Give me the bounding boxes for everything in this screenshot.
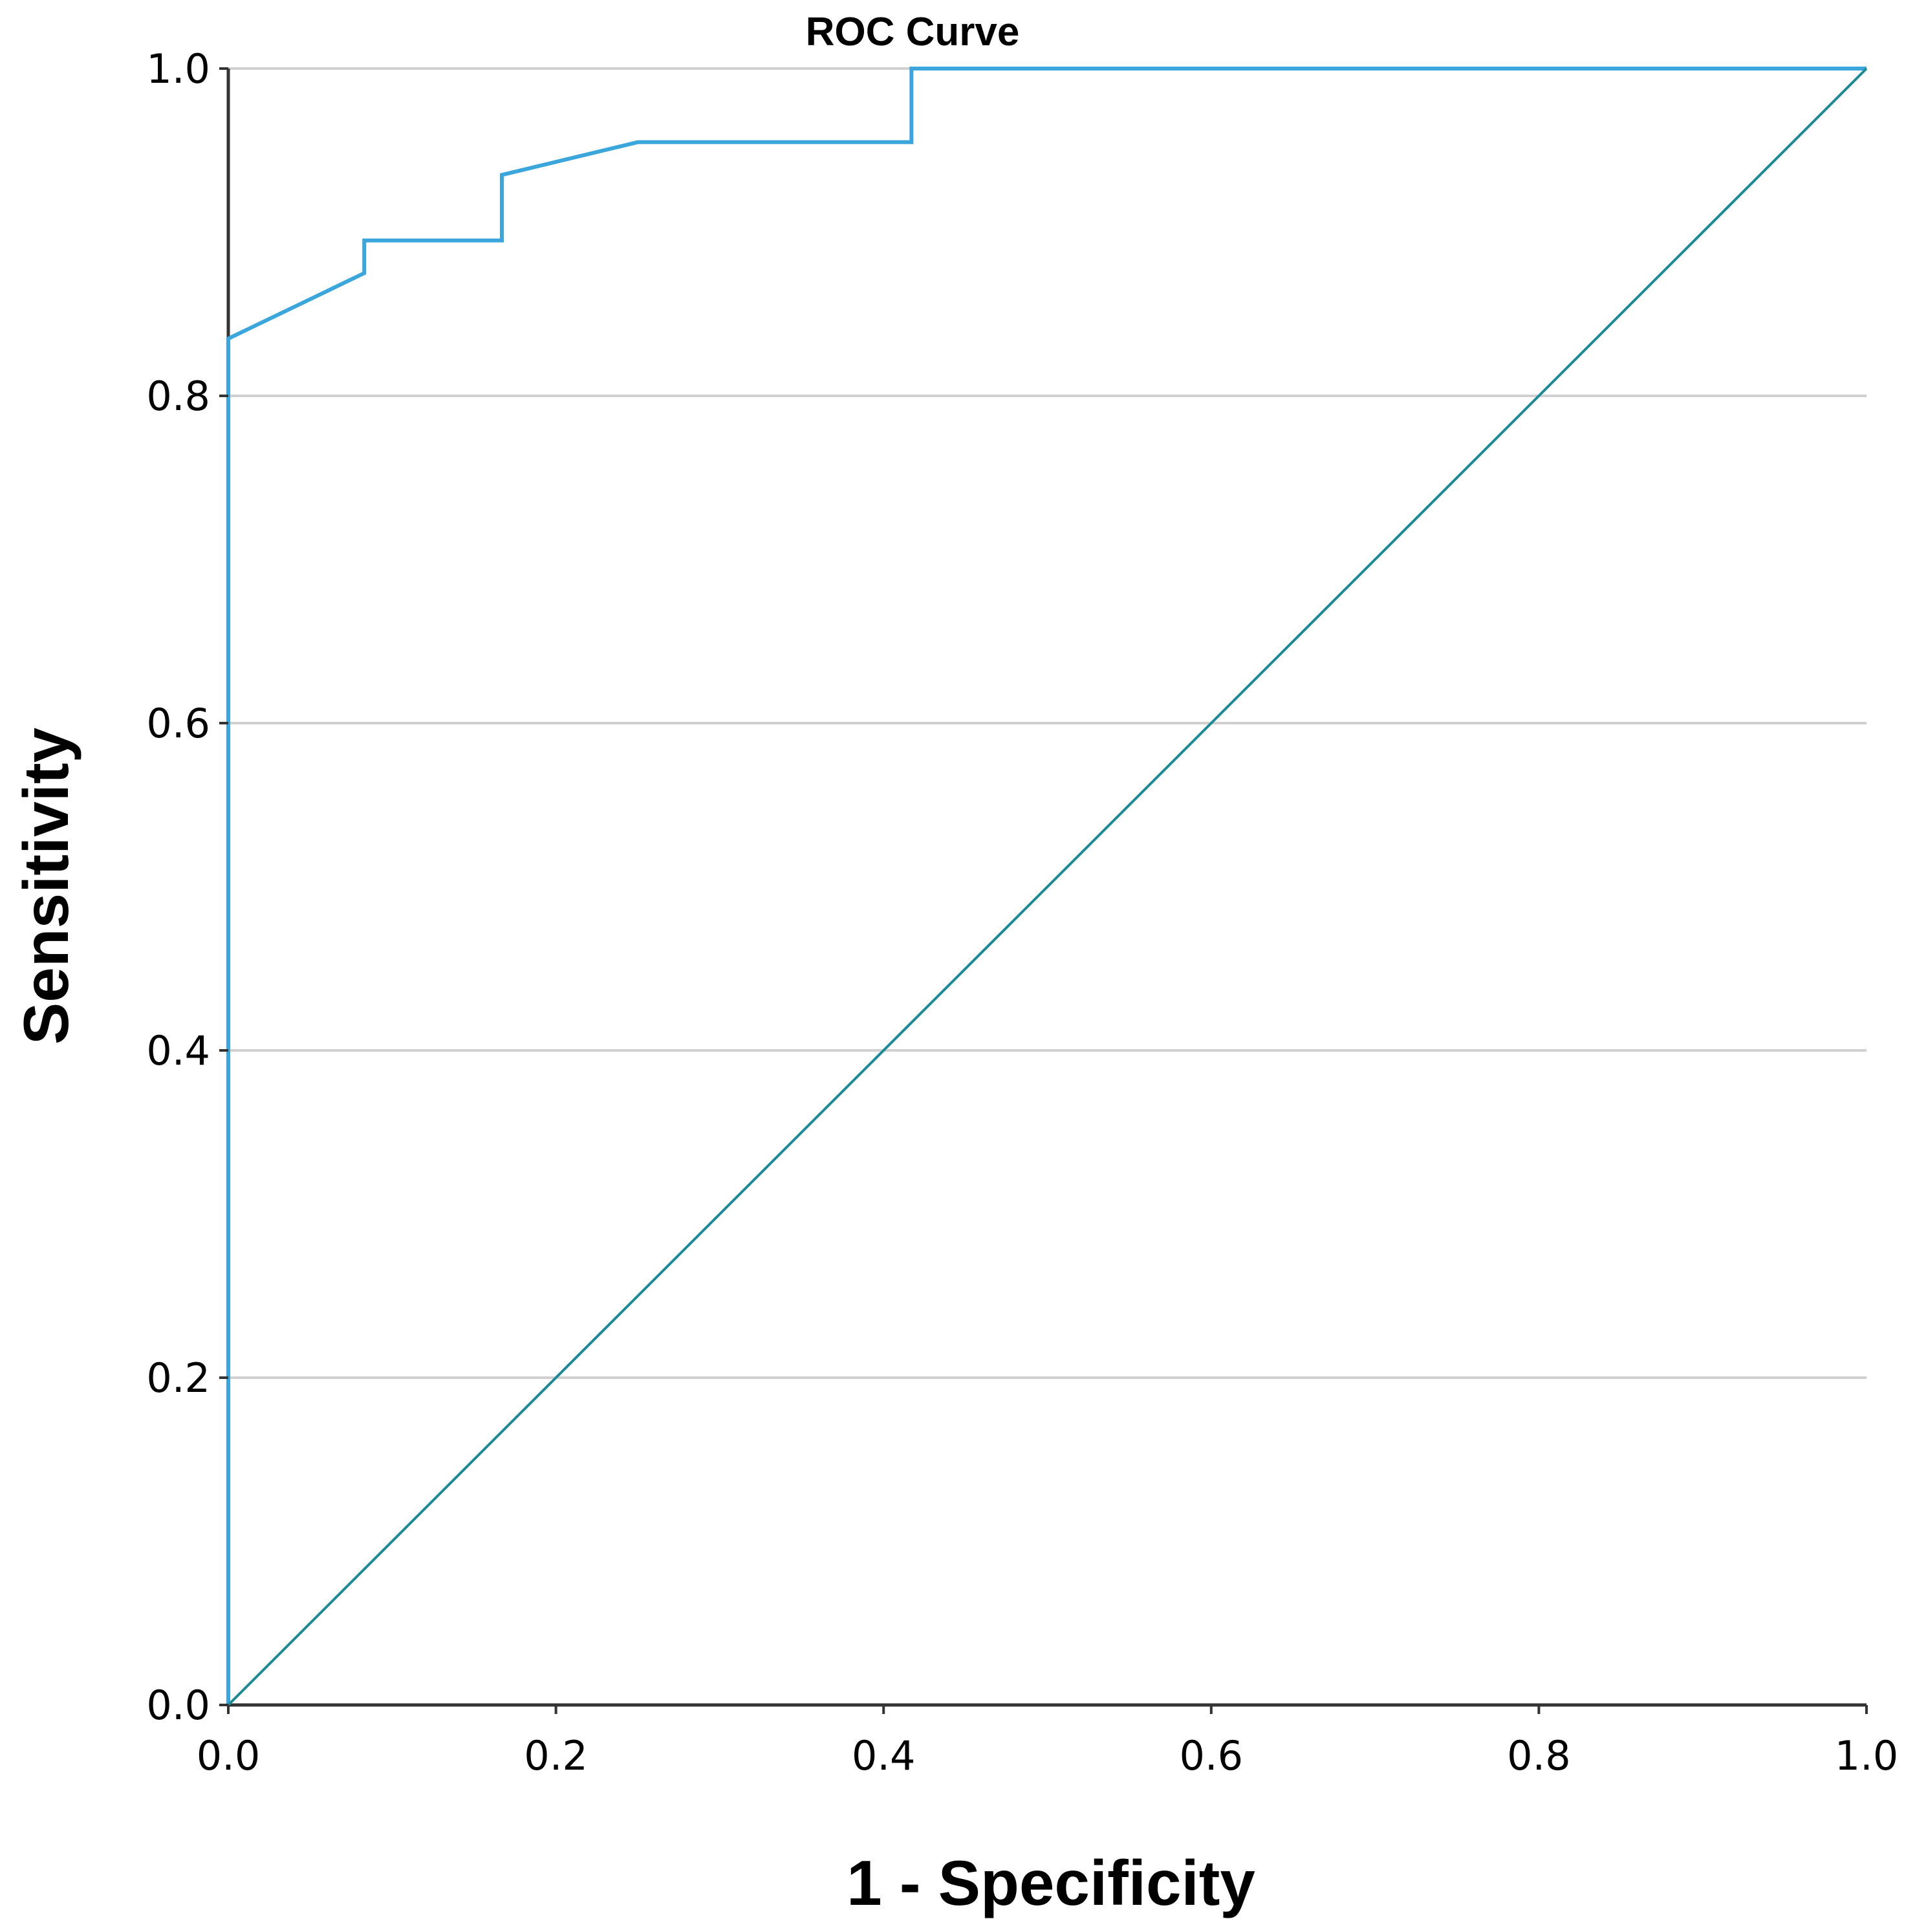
x-tick-label: 0.8 bbox=[1507, 1732, 1571, 1779]
x-axis-label: 1 - Specificity bbox=[847, 1847, 1255, 1918]
y-tick-label: 0.6 bbox=[146, 700, 210, 747]
reference-diagonal-line bbox=[227, 67, 1868, 1706]
tick-labels: 0.0 0.2 0.4 0.6 0.8 1.0 0.0 0.2 0.4 0.6 0.8 1.0 bbox=[146, 45, 1898, 1779]
x-tick-label: 0.6 bbox=[1179, 1732, 1243, 1779]
series bbox=[226, 67, 1868, 1706]
x-tick-label: 0.0 bbox=[197, 1732, 261, 1779]
y-tick-label: 0.2 bbox=[146, 1354, 210, 1402]
chart-title: ROC Curve bbox=[806, 10, 1020, 54]
y-tick-label: 0.8 bbox=[146, 373, 210, 420]
x-tick-label: 1.0 bbox=[1835, 1732, 1899, 1779]
y-tick-label: 0.0 bbox=[146, 1682, 210, 1729]
x-tick-label: 0.4 bbox=[852, 1732, 916, 1779]
y-tick-label: 0.4 bbox=[146, 1027, 210, 1074]
roc-curve-line bbox=[226, 67, 1866, 1705]
x-tick-label: 0.2 bbox=[524, 1732, 588, 1779]
y-axis-label: Sensitivity bbox=[10, 728, 81, 1045]
y-tick-label: 1.0 bbox=[146, 45, 210, 92]
